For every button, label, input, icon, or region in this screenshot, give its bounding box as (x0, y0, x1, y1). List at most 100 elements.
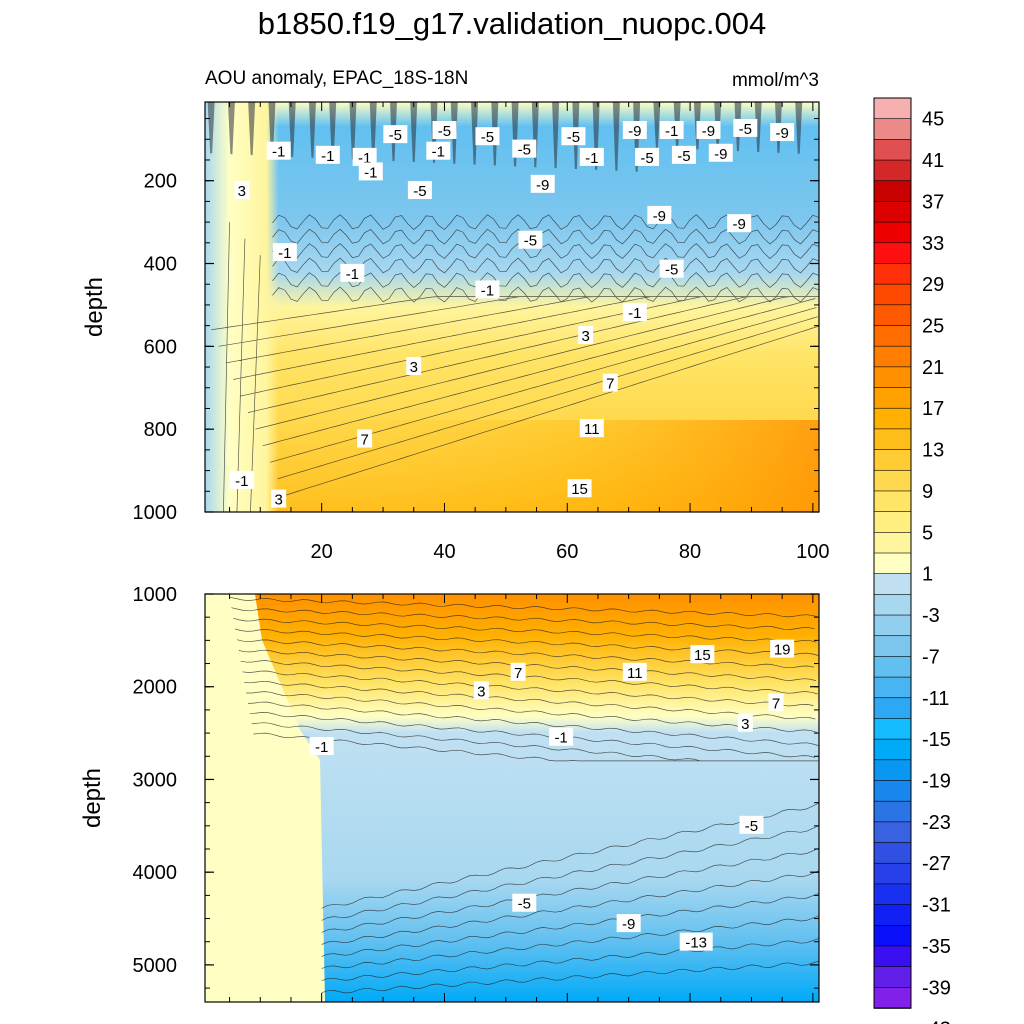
upper-contours (211, 214, 819, 512)
colorbar-swatch (873, 139, 912, 161)
colorbar-label: -19 (922, 771, 951, 793)
contour-label-bg (616, 914, 641, 933)
contour-label-bg (510, 662, 526, 681)
contour-label: -5 (432, 120, 457, 140)
colorbar-swatch (873, 428, 912, 451)
contour-label: -9 (727, 214, 752, 233)
contour-label-bg (561, 127, 586, 146)
contour-label-bg (622, 120, 647, 139)
colorbar-label: 33 (922, 233, 944, 255)
contour-label-text: 15 (694, 647, 711, 664)
contour-label-bg (357, 429, 373, 448)
colorbar-swatch (873, 697, 912, 720)
contour-label-text: -5 (567, 129, 580, 146)
contour-label-text: -1 (278, 245, 291, 262)
colorbar-swatch (873, 511, 912, 534)
colorbar-swatch (873, 490, 912, 513)
colorbar-label: 1 (922, 564, 933, 586)
contour-label: 3 (578, 325, 594, 345)
contour-label: -1 (309, 737, 334, 756)
contour-label-bg (739, 815, 764, 834)
contour-label: 7 (357, 429, 373, 449)
y-tick-label: 200 (144, 171, 177, 193)
contour-label-text: 3 (582, 328, 590, 345)
contour-label: -9 (770, 123, 795, 142)
colorbar-label: -3 (922, 605, 940, 627)
contour-label-bg (475, 127, 500, 146)
colorbar-label: -23 (922, 812, 951, 834)
colorbar-swatch (873, 325, 912, 347)
contour-label-text: -9 (733, 216, 746, 233)
contour-label: 11 (622, 662, 647, 682)
colorbar-swatch (873, 242, 912, 265)
contour-label: 3 (234, 181, 250, 200)
contour-label-bg (579, 147, 604, 166)
colorbar-swatch (873, 180, 912, 203)
contour-label-text: -5 (739, 121, 752, 138)
contour-label-text: -5 (518, 896, 531, 913)
contour-label-text: -1 (628, 305, 641, 322)
contour-label: -1 (272, 243, 297, 262)
y-tick-label: 600 (144, 336, 177, 358)
contour-label-bg (352, 147, 377, 166)
contour-label: -1 (659, 120, 684, 140)
contour-label: 15 (567, 479, 592, 498)
contour-label-text: -1 (346, 266, 359, 283)
colorbar-swatch (873, 945, 912, 968)
contour-label-text: -9 (622, 916, 635, 933)
colorbar-swatch (873, 635, 912, 658)
y-tick-label: 5000 (133, 955, 178, 977)
colorbar-swatch (873, 387, 912, 410)
lower-field (205, 594, 819, 1002)
colorbar-swatch (873, 407, 912, 430)
contour-label: 3 (473, 681, 489, 700)
colorbar-swatch (873, 656, 912, 678)
lower-panel: 19 15 11 7 3 7 3 -1 -1 -5 -5 -9 -13 1000 2000 3000 4000… (79, 584, 820, 1003)
colorbar-swatch (873, 449, 912, 472)
contour-label: 7 (510, 662, 526, 682)
upper-field (205, 102, 819, 512)
figure-title: b1850.f19_g17.validation_nuopc.004 (258, 6, 767, 41)
contour-label: 7 (768, 693, 784, 712)
contour-label-bg (475, 280, 500, 299)
contour-label: -5 (671, 145, 696, 165)
contour-label-text: -1 (272, 144, 285, 161)
y-tick-label: 400 (144, 254, 177, 276)
colorbar-swatch (873, 676, 912, 699)
contour-label-text: -1 (481, 282, 494, 299)
colorbar-swatch (873, 614, 912, 637)
contour-label-bg (696, 120, 721, 139)
colorbar-swatch (873, 883, 912, 906)
colorbar-label: 37 (922, 191, 944, 213)
colorbar-swatch (873, 904, 912, 927)
contour-label-bg (679, 932, 713, 951)
contour-label-bg (708, 143, 733, 162)
y-tick-label: 1000 (133, 584, 178, 606)
contour-label: -9 (616, 914, 641, 933)
colorbar-label: 25 (922, 316, 944, 338)
contour-label-bg (733, 118, 758, 137)
lower-axes: 1000 2000 3000 4000 5000 (133, 584, 819, 1002)
contour-label-bg (578, 325, 594, 344)
contour-label-text: -5 (438, 123, 451, 140)
colorbar-swatch (873, 862, 912, 885)
contour-label-text: -5 (481, 129, 494, 146)
upper-y-axis-title: depth (81, 277, 108, 337)
contour-label-bg (727, 214, 752, 233)
contour-label-text: -5 (665, 262, 678, 279)
colorbar: 45 41 37 33 29 25 21 17 13 9 5 1 -3 -7 -11 -15 -19 -23 -27… (873, 97, 951, 1024)
contour-label-bg (659, 259, 684, 278)
contour-label-text: -1 (432, 144, 445, 161)
contour-label-bg (340, 263, 365, 282)
contour-label-text: 3 (741, 716, 749, 733)
upper-axes: 200 400 600 800 1000 20 40 60 80 100 (133, 102, 830, 563)
colorbar-swatch (873, 263, 912, 285)
colorbar-swatch (873, 594, 912, 616)
contour-label-bg (659, 120, 684, 139)
contour-label: -1 (579, 147, 604, 167)
contour-label: 19 (770, 639, 795, 659)
contour-label-text: 19 (774, 642, 791, 659)
contour-label: 3 (271, 489, 287, 509)
contour-label-bg (647, 205, 672, 224)
colorbar-label: 29 (922, 274, 944, 296)
